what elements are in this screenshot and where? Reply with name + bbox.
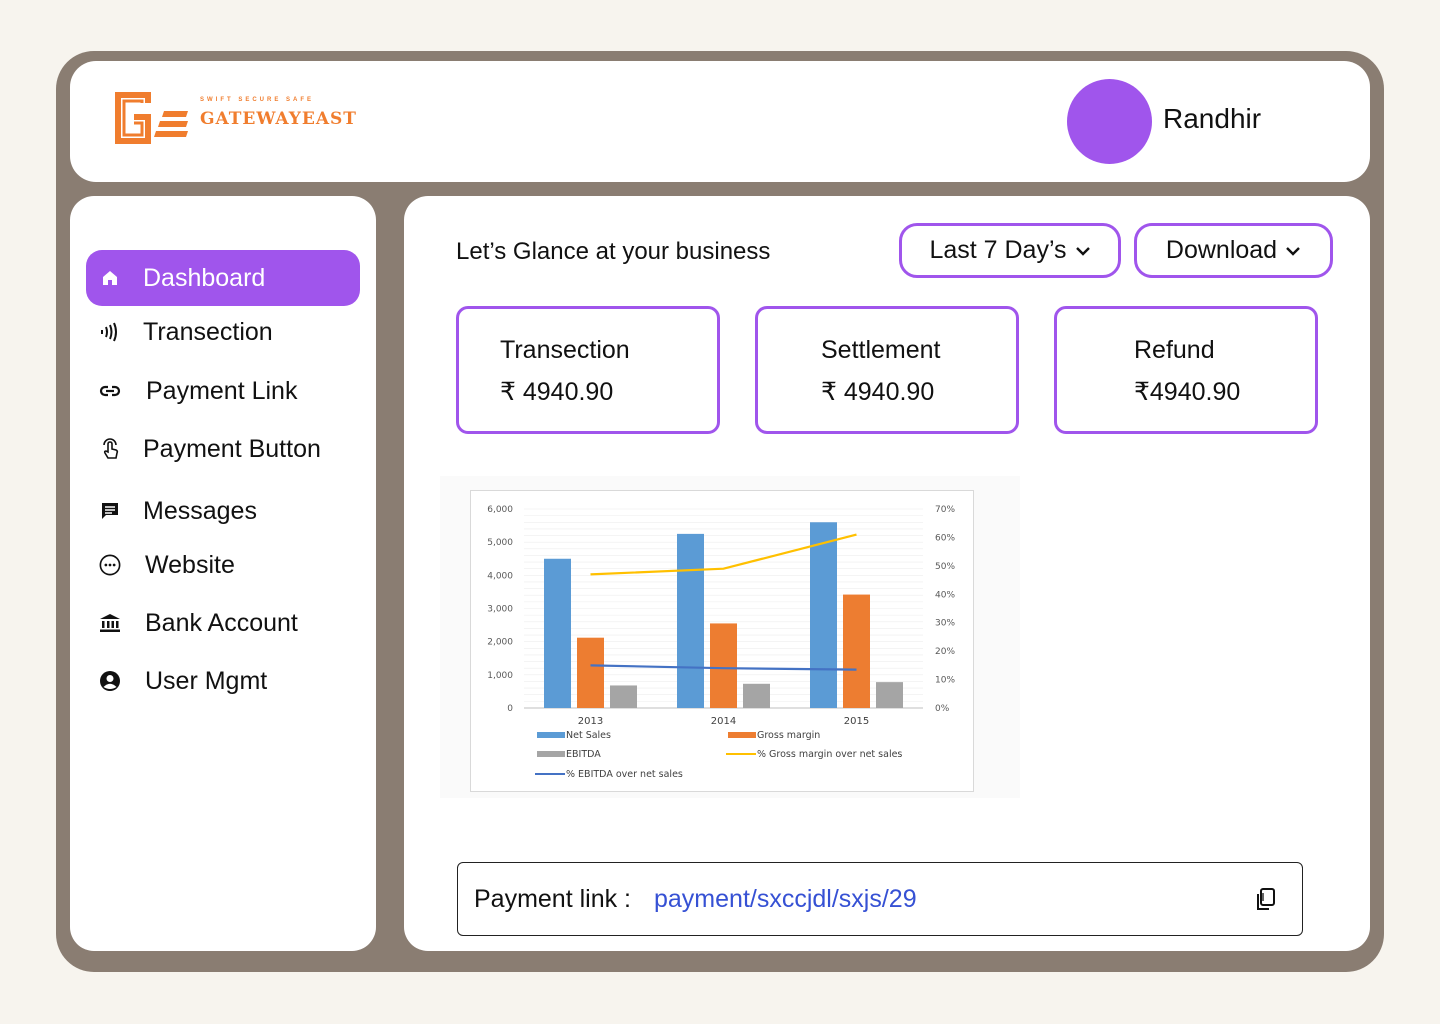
y2-tick-label: 20% bbox=[935, 647, 955, 657]
bank-icon bbox=[99, 612, 121, 634]
download-dropdown[interactable]: Download bbox=[1134, 223, 1333, 278]
sidebar-item-transection[interactable]: Transection bbox=[86, 304, 360, 360]
legend-swatch bbox=[728, 732, 756, 738]
payment-link-field: Payment link : payment/sxccjdl/sxjs/29 bbox=[457, 862, 1303, 936]
sidebar-item-bank-account[interactable]: Bank Account bbox=[86, 595, 360, 651]
sales-chart: 6,000 5,000 4,000 3,000 2,000 1,000 0 70% 60% 50%… bbox=[487, 505, 955, 780]
stat-card-refund[interactable]: Refund ₹4940.90 bbox=[1054, 306, 1318, 434]
payment-link-label: Payment link : bbox=[474, 885, 632, 913]
sidebar: Dashboard Transection Payment Link Payme… bbox=[70, 196, 376, 951]
brand-logo[interactable]: SWIFT SECURE SAFE GATEWAYEAST bbox=[112, 89, 356, 151]
legend-label: Gross margin bbox=[757, 730, 820, 741]
y-tick-label: 4,000 bbox=[487, 571, 513, 581]
bar-gross-margin bbox=[710, 623, 737, 708]
sidebar-item-label: Transection bbox=[143, 317, 273, 346]
payment-link-url[interactable]: payment/sxccjdl/sxjs/29 bbox=[654, 885, 917, 913]
y2-tick-label: 60% bbox=[935, 533, 955, 543]
card-value: ₹ 4940.90 bbox=[821, 378, 935, 406]
legend-label: % Gross margin over net sales bbox=[757, 749, 902, 760]
sidebar-item-dashboard[interactable]: Dashboard bbox=[86, 250, 360, 306]
card-label: Refund bbox=[1134, 336, 1215, 364]
chevron-down-icon bbox=[1075, 246, 1090, 256]
link-icon bbox=[99, 380, 121, 402]
card-label: Settlement bbox=[821, 336, 941, 364]
bar-ebitda bbox=[610, 685, 637, 708]
contactless-icon bbox=[99, 321, 121, 343]
y-tick-label: 3,000 bbox=[487, 605, 513, 615]
bar-net-sales bbox=[677, 533, 704, 708]
bar-ebitda bbox=[876, 682, 903, 708]
sidebar-item-website[interactable]: Website bbox=[86, 537, 360, 593]
x-tick-label: 2015 bbox=[844, 716, 869, 727]
bar-gross-margin bbox=[577, 637, 604, 708]
bar-gross-margin bbox=[843, 594, 870, 708]
brand-tagline: SWIFT SECURE SAFE bbox=[200, 97, 315, 103]
card-value: ₹4940.90 bbox=[1134, 378, 1241, 406]
home-icon bbox=[99, 267, 121, 289]
sidebar-item-label: Payment Button bbox=[143, 434, 321, 463]
stat-card-transection[interactable]: Transection ₹ 4940.90 bbox=[456, 306, 720, 434]
bar-net-sales bbox=[544, 558, 571, 708]
sidebar-item-user-mgmt[interactable]: User Mgmt bbox=[86, 653, 360, 709]
card-label: Transection bbox=[500, 336, 630, 364]
y2-tick-label: 0% bbox=[935, 704, 950, 714]
main-panel: Let’s Glance at your business Last 7 Day… bbox=[404, 196, 1370, 951]
y2-tick-label: 10% bbox=[935, 676, 955, 686]
line--gross-margin-over-net-sales bbox=[590, 533, 857, 576]
user-icon bbox=[99, 670, 121, 692]
logo-mark-icon bbox=[115, 92, 188, 144]
legend-label: Net Sales bbox=[566, 730, 611, 741]
y2-tick-label: 50% bbox=[935, 562, 955, 572]
copy-icon[interactable] bbox=[1254, 887, 1278, 913]
y-tick-label: 2,000 bbox=[487, 638, 513, 648]
line--ebitda-over-net-sales bbox=[590, 664, 857, 671]
y2-tick-label: 30% bbox=[935, 619, 955, 629]
sidebar-item-label: Payment Link bbox=[146, 376, 298, 405]
date-range-dropdown[interactable]: Last 7 Day’s bbox=[899, 223, 1121, 278]
message-icon bbox=[99, 500, 121, 522]
user-name[interactable]: Randhir bbox=[1163, 103, 1262, 134]
chevron-down-icon bbox=[1286, 246, 1300, 256]
sidebar-item-payment-button[interactable]: Payment Button bbox=[86, 421, 360, 477]
download-label: Download bbox=[1165, 236, 1278, 264]
y-tick-label: 5,000 bbox=[487, 538, 513, 548]
legend-label: % EBITDA over net sales bbox=[566, 769, 683, 780]
touch-icon bbox=[99, 438, 121, 460]
y-tick-label: 0 bbox=[507, 704, 513, 714]
bar-net-sales bbox=[810, 522, 837, 708]
brand-name: GATEWAYEAST bbox=[200, 109, 357, 129]
y2-tick-label: 70% bbox=[935, 505, 955, 515]
y2-tick-label: 40% bbox=[935, 590, 955, 600]
chart-panel: 6,000 5,000 4,000 3,000 2,000 1,000 0 70% 60% 50%… bbox=[470, 490, 974, 792]
website-icon bbox=[99, 554, 121, 576]
y-tick-label: 6,000 bbox=[487, 505, 513, 515]
sidebar-item-messages[interactable]: Messages bbox=[86, 483, 360, 539]
sidebar-item-label: User Mgmt bbox=[145, 666, 268, 695]
x-tick-label: 2013 bbox=[578, 716, 603, 727]
card-value: ₹ 4940.90 bbox=[500, 378, 614, 406]
chart-container: 6,000 5,000 4,000 3,000 2,000 1,000 0 70% 60% 50%… bbox=[440, 476, 1020, 798]
bar-ebitda bbox=[743, 683, 770, 708]
legend-label: EBITDA bbox=[566, 749, 601, 760]
legend-swatch bbox=[537, 751, 565, 757]
sidebar-item-label: Bank Account bbox=[145, 608, 298, 637]
sidebar-item-label: Website bbox=[145, 550, 235, 579]
x-tick-label: 2014 bbox=[711, 716, 736, 727]
sidebar-item-label: Messages bbox=[143, 496, 257, 525]
sidebar-item-label: Dashboard bbox=[143, 263, 266, 292]
page-title: Let’s Glance at your business bbox=[456, 238, 771, 265]
sidebar-item-payment-link[interactable]: Payment Link bbox=[86, 363, 360, 419]
stat-card-settlement[interactable]: Settlement ₹ 4940.90 bbox=[755, 306, 1019, 434]
avatar[interactable] bbox=[1067, 79, 1152, 164]
top-header: SWIFT SECURE SAFE GATEWAYEAST Randhir bbox=[70, 61, 1370, 182]
legend-swatch bbox=[537, 732, 565, 738]
date-range-label: Last 7 Day’s bbox=[929, 236, 1067, 264]
y-tick-label: 1,000 bbox=[487, 671, 513, 681]
